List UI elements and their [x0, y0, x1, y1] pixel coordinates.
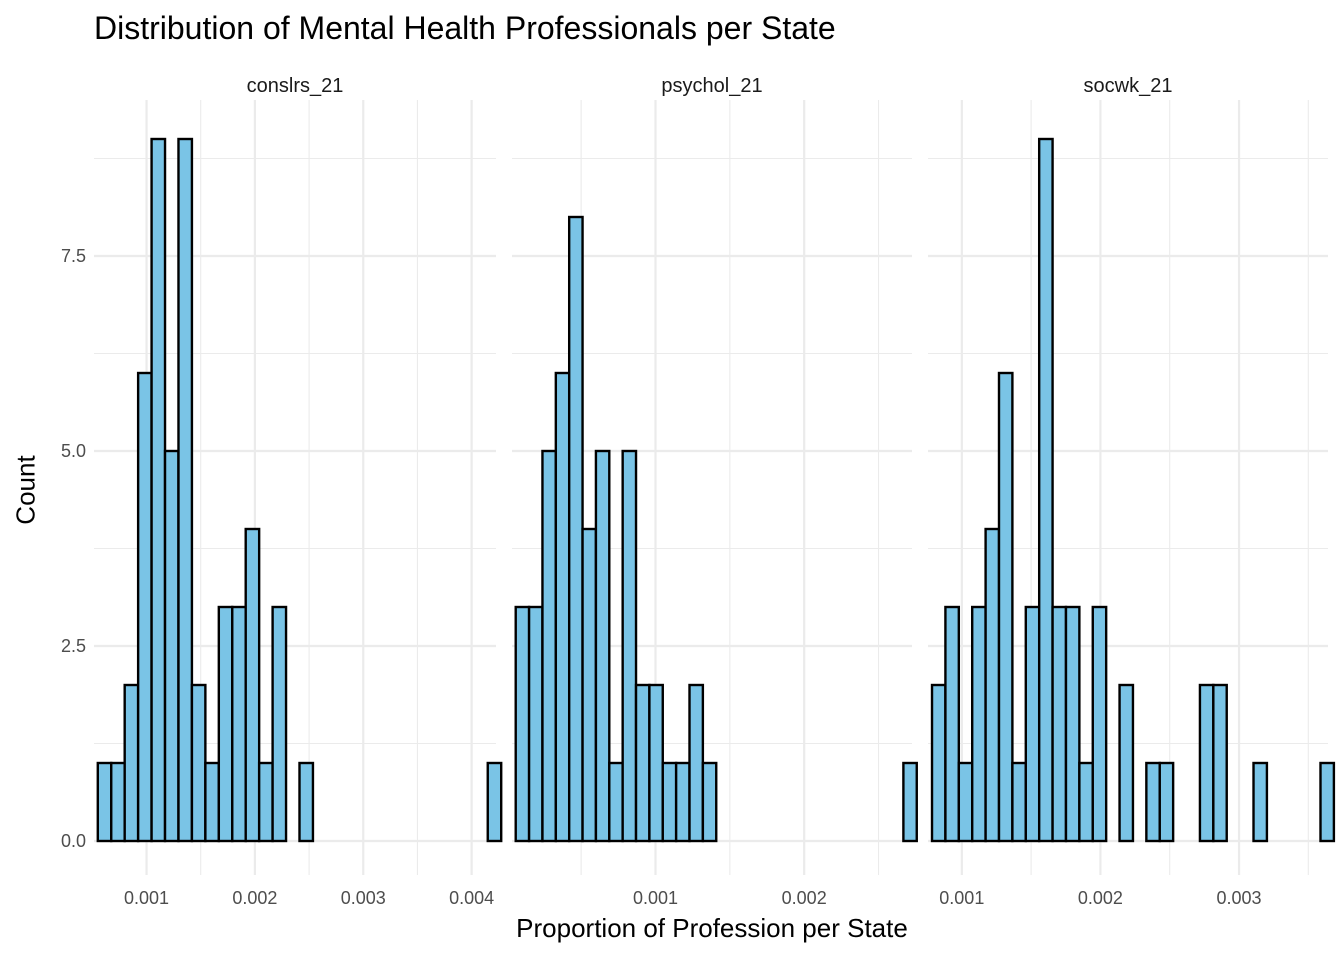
histogram-bar	[541, 449, 558, 843]
x-tick-label: 0.001	[633, 888, 678, 908]
histogram-bar	[661, 761, 678, 843]
histogram-bar	[110, 761, 126, 843]
histogram-bar	[608, 761, 624, 843]
histogram-bar	[123, 683, 140, 843]
histogram-bar	[688, 683, 705, 843]
histogram-bar	[1051, 605, 1068, 843]
histogram-bar	[163, 449, 180, 843]
histogram-bar	[902, 761, 918, 843]
histogram-bar	[674, 761, 691, 843]
x-tick-label: 0.001	[124, 888, 169, 908]
chart-title: Distribution of Mental Health Profession…	[94, 10, 836, 46]
histogram-bar	[944, 605, 961, 843]
histogram-bar	[298, 761, 315, 843]
facet-strip-label: conslrs_21	[247, 75, 344, 97]
histogram-bar	[204, 761, 221, 843]
histogram-bar	[1158, 761, 1175, 843]
histogram-bar	[581, 527, 598, 843]
facet-panel-psychol_21: 0.001 0.002 psychol_21	[512, 75, 918, 908]
histogram-bar	[177, 137, 194, 843]
histogram-bar	[634, 683, 651, 843]
histogram-bar	[1011, 761, 1027, 843]
y-tick-label: 7.5	[61, 246, 86, 266]
histogram-bar	[271, 605, 288, 843]
histogram-bar	[1078, 761, 1094, 843]
histogram-bar	[1064, 605, 1081, 843]
histogram-bar	[701, 761, 718, 843]
histogram-bar	[1024, 605, 1041, 843]
histogram-bar	[150, 137, 167, 843]
histogram-bar	[1091, 605, 1108, 843]
y-tick-label: 0.0	[61, 831, 86, 851]
histogram-bar	[244, 527, 261, 843]
histogram-bar	[190, 683, 207, 843]
histogram-bar	[96, 761, 113, 843]
histogram-bar	[621, 449, 638, 843]
facet-panel-conslrs_21: 0.001 0.002 0.003 0.004 conslrs_21	[94, 75, 503, 908]
histogram-bar	[648, 683, 664, 843]
histogram-bar	[984, 527, 1001, 843]
histogram-bar	[231, 605, 247, 843]
histogram-bar	[1319, 761, 1336, 843]
histogram-bar	[1212, 683, 1228, 843]
x-tick-label: 0.003	[1216, 888, 1261, 908]
x-tick-label: 0.001	[939, 888, 984, 908]
histogram-bar	[217, 605, 234, 843]
histogram-bar	[930, 683, 947, 843]
x-tick-label: 0.002	[1078, 888, 1123, 908]
y-axis-label: Count	[10, 455, 41, 525]
x-tick-label: 0.004	[449, 888, 494, 908]
histogram-bar	[514, 605, 531, 843]
facet-strip-label: socwk_21	[1084, 75, 1173, 97]
histogram-bar	[1118, 683, 1135, 843]
histogram-bar	[957, 761, 974, 843]
histogram-bar	[1037, 137, 1054, 843]
x-tick-label: 0.002	[782, 888, 827, 908]
histogram-bar	[997, 371, 1014, 843]
histogram-bar	[1198, 683, 1215, 843]
y-tick-label: 5.0	[61, 441, 86, 461]
histogram-bar	[527, 605, 544, 843]
histogram-bar	[567, 215, 584, 843]
x-axis-label: Proportion of Profession per State	[516, 913, 908, 943]
histogram-bar	[594, 449, 611, 843]
histogram-bar	[554, 371, 571, 843]
y-tick-label: 2.5	[61, 636, 86, 656]
histogram-bar	[257, 761, 274, 843]
histogram-bar	[1252, 761, 1269, 843]
facet-panel-socwk_21: 0.001 0.002 0.003 socwk_21	[928, 75, 1336, 908]
x-tick-label: 0.002	[232, 888, 277, 908]
facet-strip-label: psychol_21	[661, 75, 762, 97]
histogram-bar	[971, 605, 987, 843]
x-tick-label: 0.003	[341, 888, 386, 908]
histogram-bar	[486, 761, 503, 843]
histogram-bar	[1145, 761, 1161, 843]
histogram-bar	[136, 371, 153, 843]
